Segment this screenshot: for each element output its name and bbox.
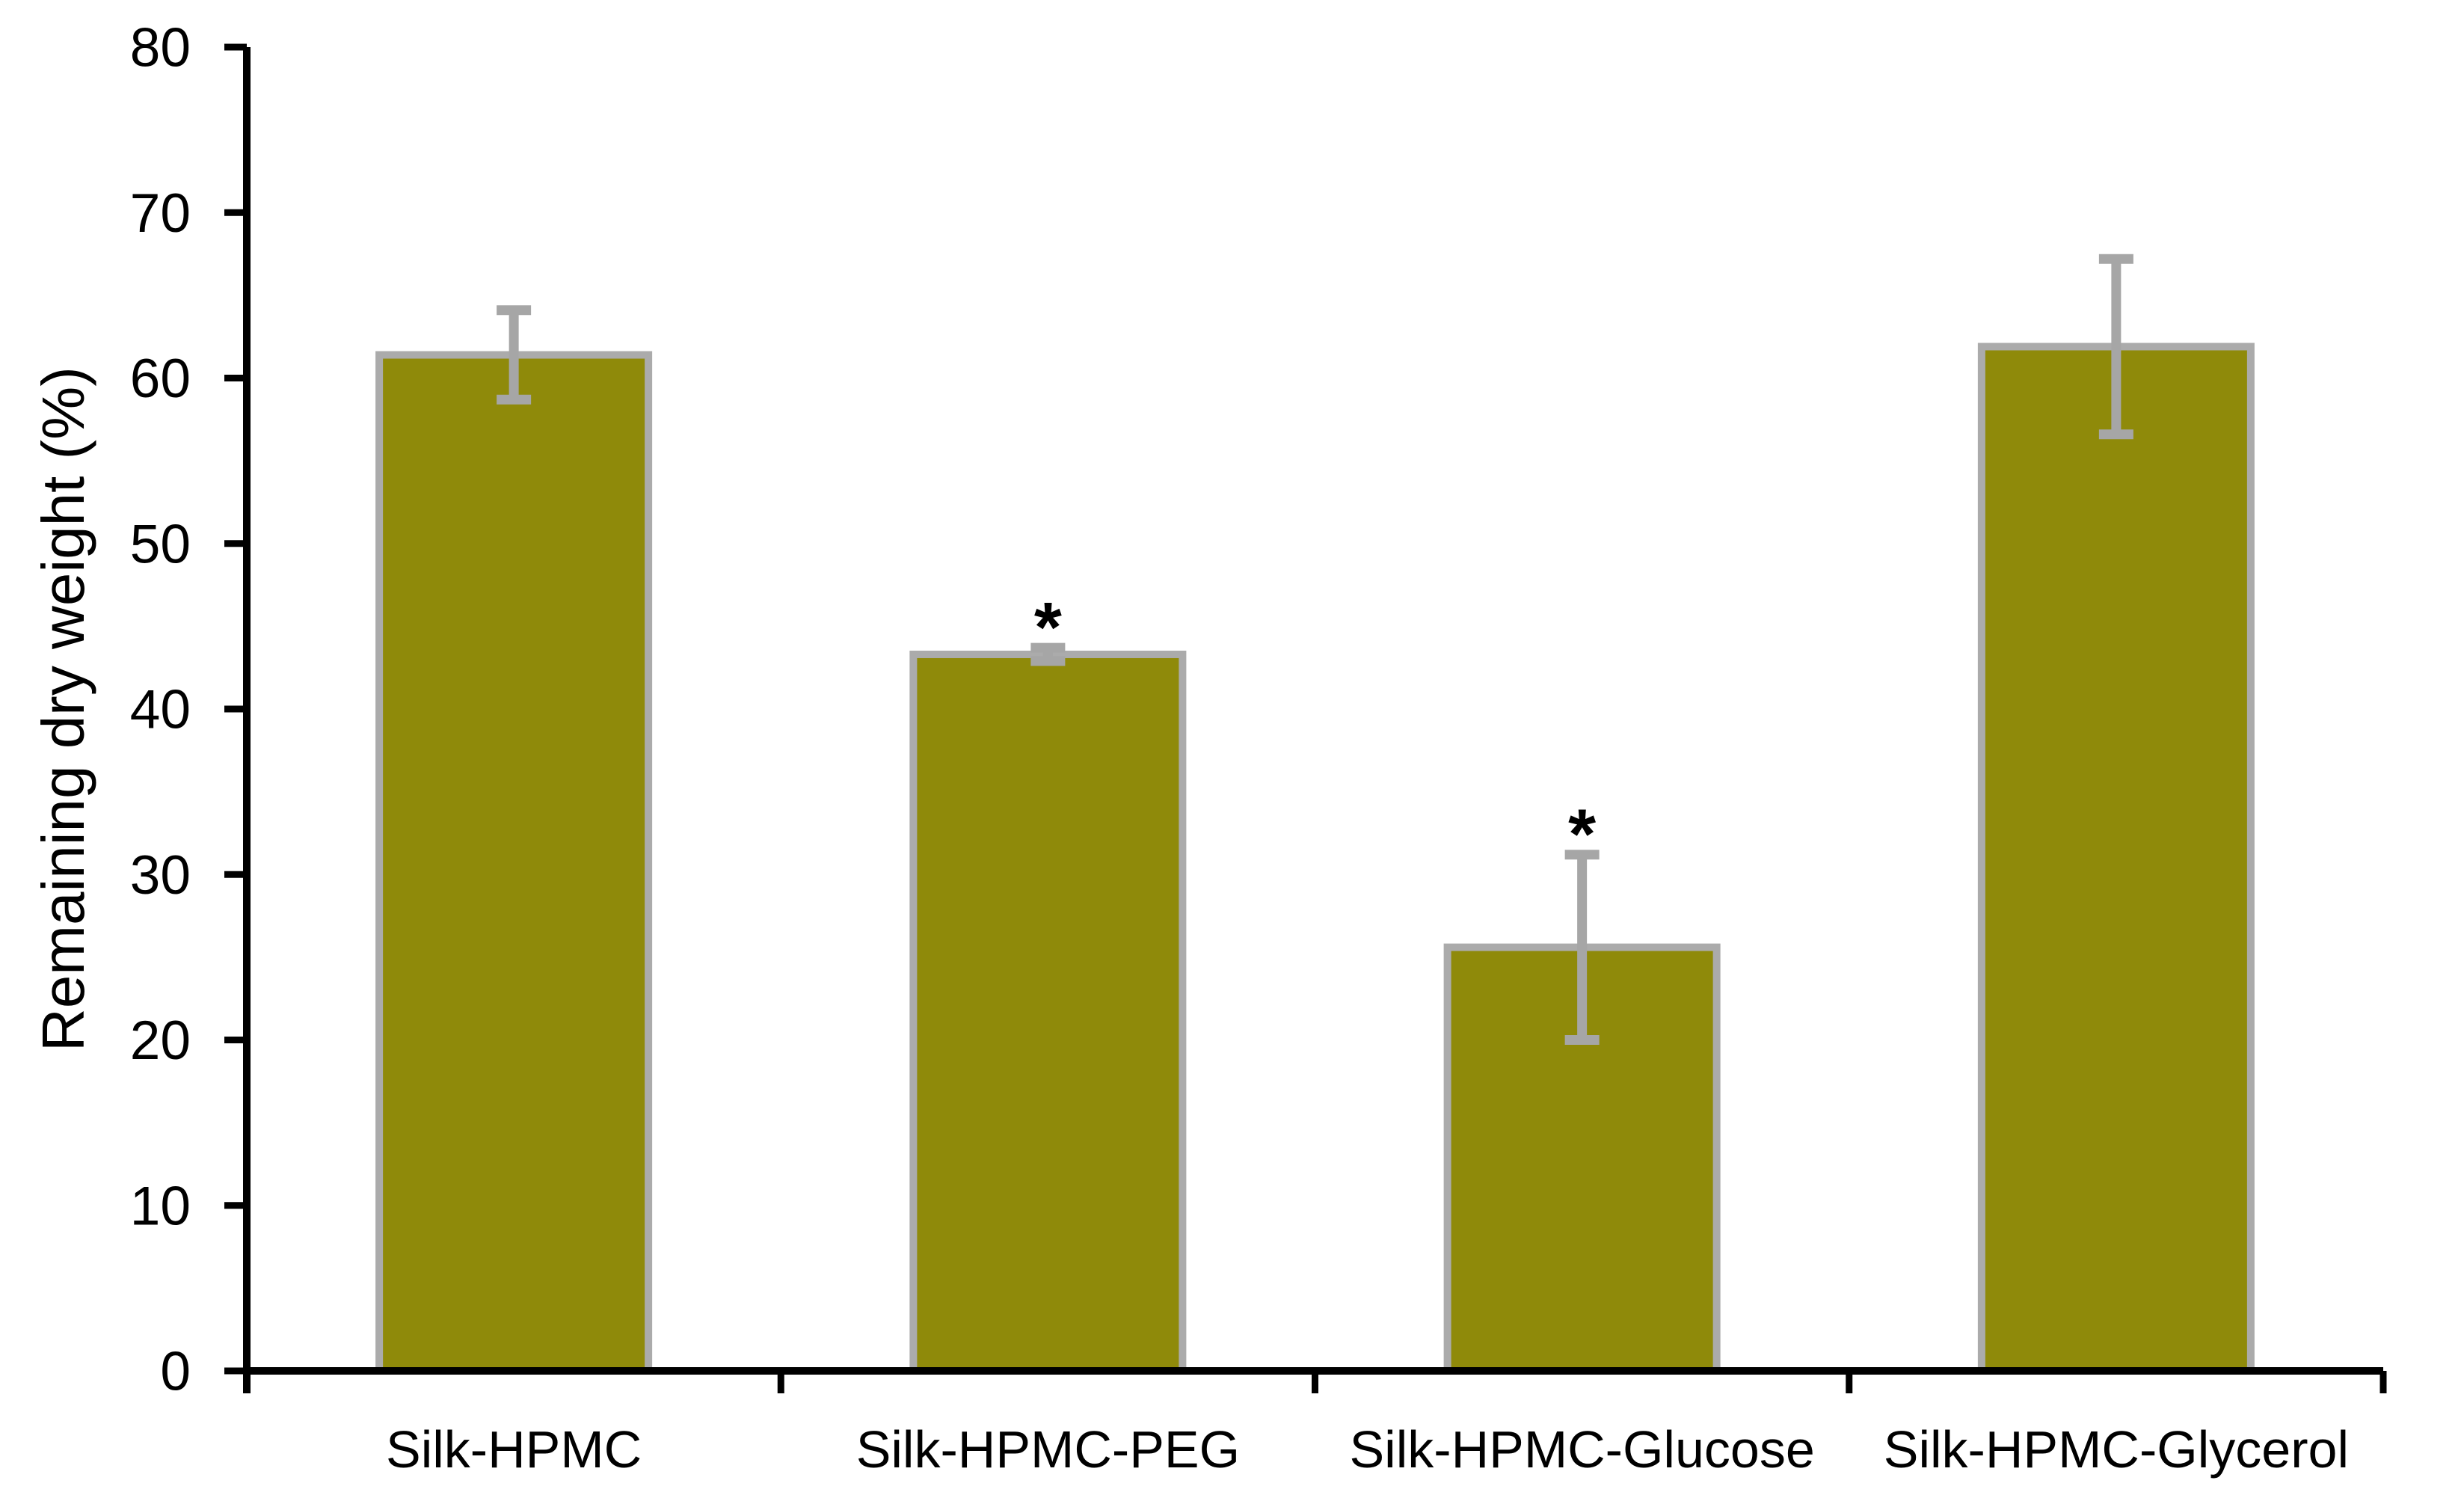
significance-asterisk-silk-hpmc-peg: * — [1034, 588, 1062, 667]
bar-silk-hpmc-peg — [909, 650, 1187, 1375]
y-tick-label-30: 30 — [130, 845, 191, 906]
error-bar-silk-hpmc — [497, 305, 532, 405]
y-axis-title: Remaining dry weight (%) — [30, 366, 96, 1052]
bar-silk-hpmc — [375, 351, 653, 1375]
y-tick-label-10: 10 — [130, 1176, 191, 1236]
y-tick-label-80: 80 — [130, 18, 191, 79]
y-tick-label-0: 0 — [160, 1342, 191, 1402]
x-category-label-silk-hpmc-glucose: Silk-HPMC-Glucose — [1349, 1420, 1814, 1479]
significance-asterisk-silk-hpmc-glucose: * — [1568, 795, 1596, 874]
y-tick-label-70: 70 — [130, 183, 191, 244]
x-category-label-silk-hpmc-peg: Silk-HPMC-PEG — [856, 1420, 1240, 1479]
y-tick-label-60: 60 — [130, 349, 191, 409]
error-bar-silk-hpmc-glucose — [1564, 850, 1600, 1045]
x-category-label-silk-hpmc: Silk-HPMC — [386, 1420, 642, 1479]
bar-silk-hpmc-glycerol — [1977, 343, 2255, 1375]
x-category-label-silk-hpmc-glycerol: Silk-HPMC-Glycerol — [1884, 1420, 2349, 1479]
y-tick-label-40: 40 — [130, 680, 191, 740]
error-bar-silk-hpmc-glycerol — [2098, 254, 2133, 440]
y-tick-label-50: 50 — [130, 514, 191, 574]
y-tick-label-20: 20 — [130, 1010, 191, 1071]
error-bar-silk-hpmc-peg — [1030, 642, 1066, 666]
